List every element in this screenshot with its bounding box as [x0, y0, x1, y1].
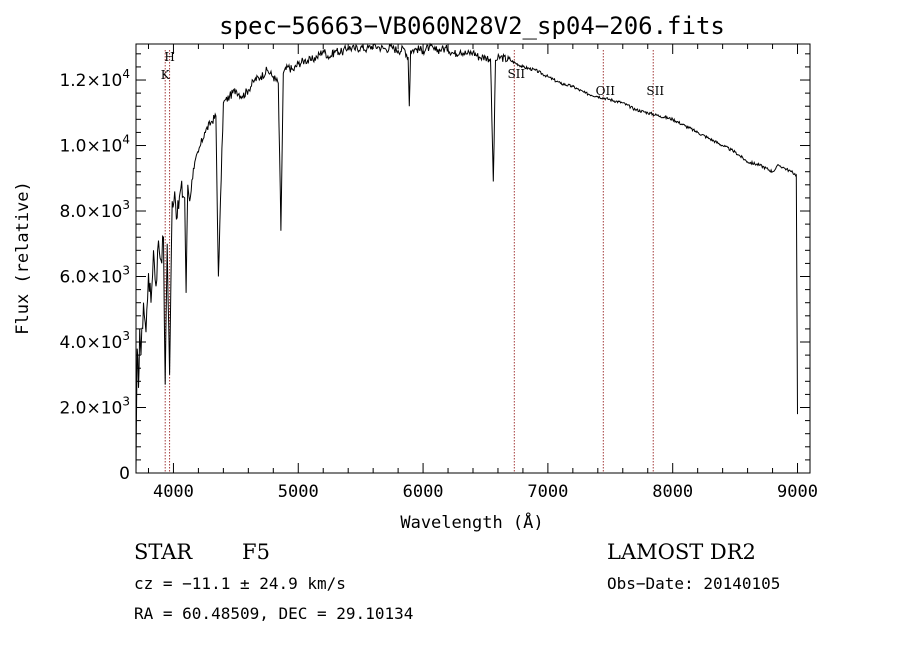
spectrum-line	[135, 42, 798, 474]
plot-frame	[135, 43, 811, 474]
redshift-info: cz = −11.1 ± 24.9 km/s	[134, 574, 346, 593]
object-class: STAR	[134, 540, 193, 564]
observation-date: Obs−Date: 20140105	[607, 574, 780, 593]
coordinates-info: RA = 60.48509, DEC = 29.10134	[134, 604, 413, 623]
y-tick-label: 0	[119, 464, 130, 484]
x-tick-label: 5000	[278, 482, 319, 502]
line-marker-label: OII	[596, 84, 616, 98]
y-tick-label: 8.0×103	[59, 198, 130, 222]
x-tick-label: 9000	[777, 482, 818, 502]
x-tick-label: 8000	[652, 482, 693, 502]
y-axis-label: Flux (relative)	[13, 181, 33, 335]
line-marker-label: H	[164, 50, 174, 64]
x-tick-label: 7000	[527, 482, 568, 502]
x-axis-ticks: 4000 5000 6000 7000 8000 9000	[147, 44, 818, 502]
object-subclass: F5	[242, 540, 270, 564]
x-tick-label: 6000	[403, 482, 444, 502]
y-tick-label: 6.0×103	[59, 264, 130, 288]
y-tick-label: 1.0×104	[59, 133, 130, 157]
line-marker-label: SII	[507, 67, 525, 81]
chart-title: spec−56663−VB060N28V2_sp04−206.fits	[219, 12, 725, 40]
x-tick-label: 4000	[153, 482, 194, 502]
survey-name: LAMOST DR2	[607, 540, 756, 564]
y-axis-ticks: 0 2.0×103 4.0×103 6.0×103 8.0×103 1.0×104 1.2×…	[59, 53, 810, 484]
line-marker-label: SII	[646, 84, 664, 98]
line-marker-label: K	[161, 68, 171, 82]
y-tick-label: 1.2×104	[59, 67, 130, 91]
line-markers: KH SII OII SII	[161, 50, 664, 473]
x-axis-label: Wavelength (Å)	[400, 511, 543, 533]
y-tick-label: 4.0×103	[59, 329, 130, 353]
y-tick-label: 2.0×103	[59, 395, 130, 419]
